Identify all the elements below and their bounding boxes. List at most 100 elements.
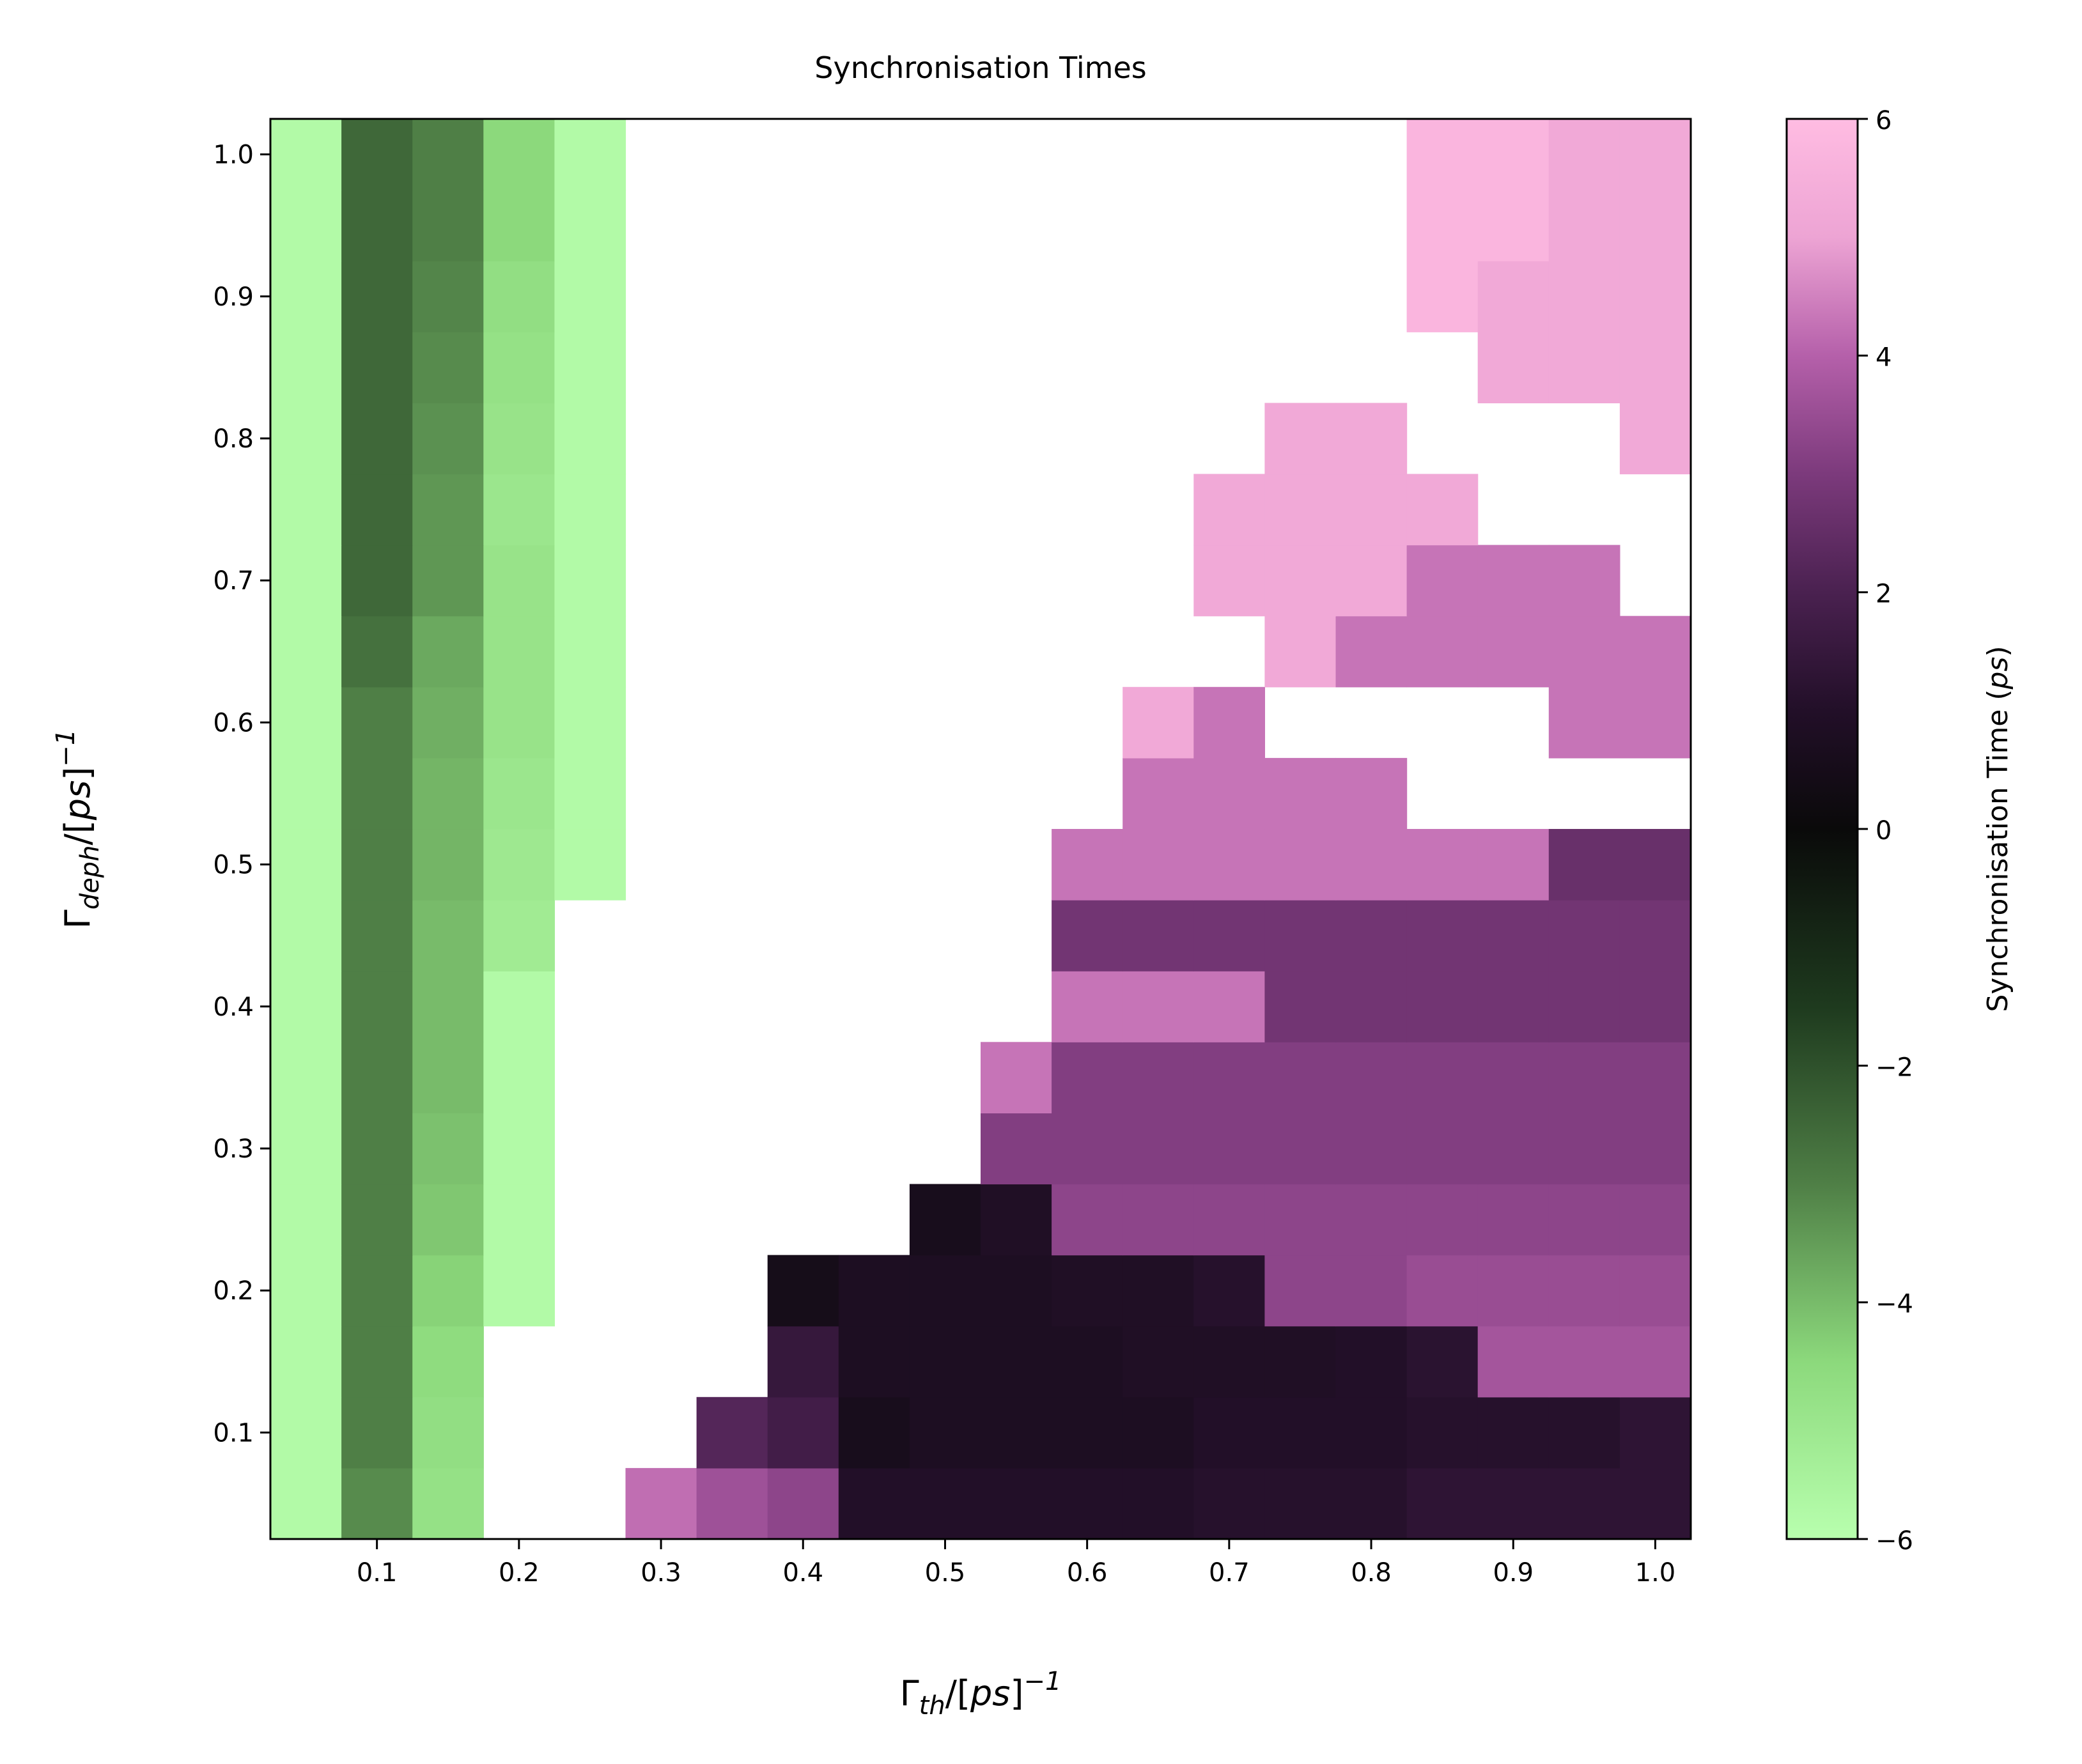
- heatmap-cell: [412, 403, 484, 475]
- heatmap-cell: [696, 1467, 768, 1540]
- heatmap-cell: [1548, 1396, 1620, 1469]
- heatmap-cell: [1619, 1184, 1691, 1256]
- heatmap-cell: [483, 332, 555, 403]
- heatmap-cell: [412, 261, 484, 332]
- heatmap-cell: [483, 545, 555, 617]
- heatmap-cell: [270, 900, 342, 971]
- heatmap-cell: [341, 971, 413, 1042]
- heatmap-cell: [270, 119, 342, 190]
- heatmap-cells: [270, 119, 1691, 1540]
- heatmap-cell: [1193, 1396, 1265, 1469]
- heatmap-cell: [412, 615, 484, 688]
- heatmap-cell: [1264, 1396, 1337, 1469]
- heatmap-cell: [1123, 1396, 1194, 1469]
- heatmap-cell: [838, 1255, 910, 1327]
- heatmap-cell: [341, 1396, 413, 1469]
- heatmap-cell: [1123, 1255, 1194, 1327]
- heatmap-cell: [1335, 545, 1408, 617]
- heatmap-cell: [270, 1255, 342, 1327]
- heatmap-cell: [625, 1467, 697, 1540]
- heatmap-cell: [483, 1113, 555, 1185]
- heatmap-cell: [1548, 900, 1620, 971]
- heatmap-cell: [767, 1467, 839, 1540]
- heatmap-cell: [412, 829, 484, 901]
- y-tick-label: 0.6: [213, 708, 254, 738]
- heatmap-cell: [1193, 1255, 1265, 1327]
- heatmap-cell: [1406, 900, 1479, 971]
- heatmap-cell: [270, 1184, 342, 1256]
- heatmap-cell: [341, 190, 413, 261]
- heatmap-cell: [1406, 971, 1479, 1042]
- heatmap-cell: [1619, 332, 1691, 403]
- heatmap-cell: [554, 545, 626, 617]
- heatmap-cell: [1619, 1113, 1691, 1185]
- heatmap-cell: [412, 971, 484, 1042]
- heatmap-cell: [1406, 1396, 1479, 1469]
- heatmap-cell: [1052, 1184, 1123, 1256]
- heatmap-cell: [1193, 829, 1265, 901]
- colorbar-tick-label: −6: [1876, 1526, 1913, 1556]
- heatmap-cell: [341, 474, 413, 546]
- heatmap-cell: [1477, 1042, 1550, 1113]
- heatmap-cell: [838, 1396, 910, 1469]
- heatmap-cell: [1619, 1042, 1691, 1113]
- heatmap-cell: [981, 1326, 1052, 1398]
- heatmap-cell: [1335, 474, 1408, 546]
- x-tick-label: 0.3: [641, 1558, 681, 1588]
- heatmap-cell: [1477, 332, 1550, 403]
- colorbar-ticks: 6 4 2 0 −2 −4 −6: [1858, 106, 1913, 1556]
- heatmap-cell: [1123, 686, 1194, 759]
- heatmap-cell: [1406, 119, 1479, 190]
- heatmap-cell: [1335, 1396, 1408, 1469]
- heatmap-cell: [981, 1467, 1052, 1540]
- heatmap-cell: [1548, 261, 1620, 332]
- heatmap-cell: [412, 1113, 484, 1185]
- heatmap-cell: [1619, 261, 1691, 332]
- heatmap-cell: [1335, 615, 1408, 688]
- heatmap-cell: [1406, 190, 1479, 261]
- heatmap-cell: [270, 1113, 342, 1185]
- heatmap-cell: [341, 829, 413, 901]
- heatmap-cell: [1052, 1042, 1123, 1113]
- heatmap-cell: [767, 1396, 839, 1469]
- heatmap-cell: [1477, 1255, 1550, 1327]
- heatmap-cell: [554, 757, 626, 830]
- colorbar-tick-label: −4: [1876, 1290, 1913, 1319]
- heatmap-cell: [1406, 474, 1479, 546]
- heatmap-cell: [1052, 971, 1123, 1042]
- heatmap-cell: [1406, 1113, 1479, 1185]
- heatmap-cell: [1619, 403, 1691, 475]
- heatmap-cell: [1548, 1113, 1620, 1185]
- heatmap-cell: [341, 1255, 413, 1327]
- heatmap-cell: [981, 1042, 1052, 1113]
- heatmap-cell: [1264, 1184, 1337, 1256]
- heatmap-cell: [1264, 1467, 1337, 1540]
- colorbar-tick-label: 6: [1876, 106, 1892, 135]
- heatmap-cell: [341, 1042, 413, 1113]
- y-tick-label: 0.5: [213, 851, 254, 880]
- heatmap-cell: [1335, 1467, 1408, 1540]
- heatmap-cell: [341, 403, 413, 475]
- heatmap-cell: [1264, 829, 1337, 901]
- heatmap-cell: [1052, 1326, 1123, 1398]
- heatmap-cell: [1052, 1255, 1123, 1327]
- heatmap-cell: [270, 190, 342, 261]
- heatmap-cell: [412, 474, 484, 546]
- y-tick-label: 0.7: [213, 566, 254, 596]
- heatmap-cell: [1406, 1467, 1479, 1540]
- heatmap-cell: [1335, 1113, 1408, 1185]
- heatmap-cell: [483, 686, 555, 759]
- y-axis-label: Γdeph/[ps]−1: [51, 729, 105, 929]
- heatmap-cell: [838, 1467, 910, 1540]
- heatmap-cell: [1264, 403, 1337, 475]
- heatmap-cell: [1477, 1113, 1550, 1185]
- heatmap-cell: [270, 757, 342, 830]
- heatmap-cell: [412, 119, 484, 190]
- heatmap-cell: [1406, 1255, 1479, 1327]
- heatmap-cell: [1193, 1042, 1265, 1113]
- heatmap-cell: [483, 615, 555, 688]
- heatmap-cell: [483, 474, 555, 546]
- heatmap-cell: [767, 1255, 839, 1327]
- heatmap-cell: [1264, 545, 1337, 617]
- heatmap-cell: [270, 1326, 342, 1398]
